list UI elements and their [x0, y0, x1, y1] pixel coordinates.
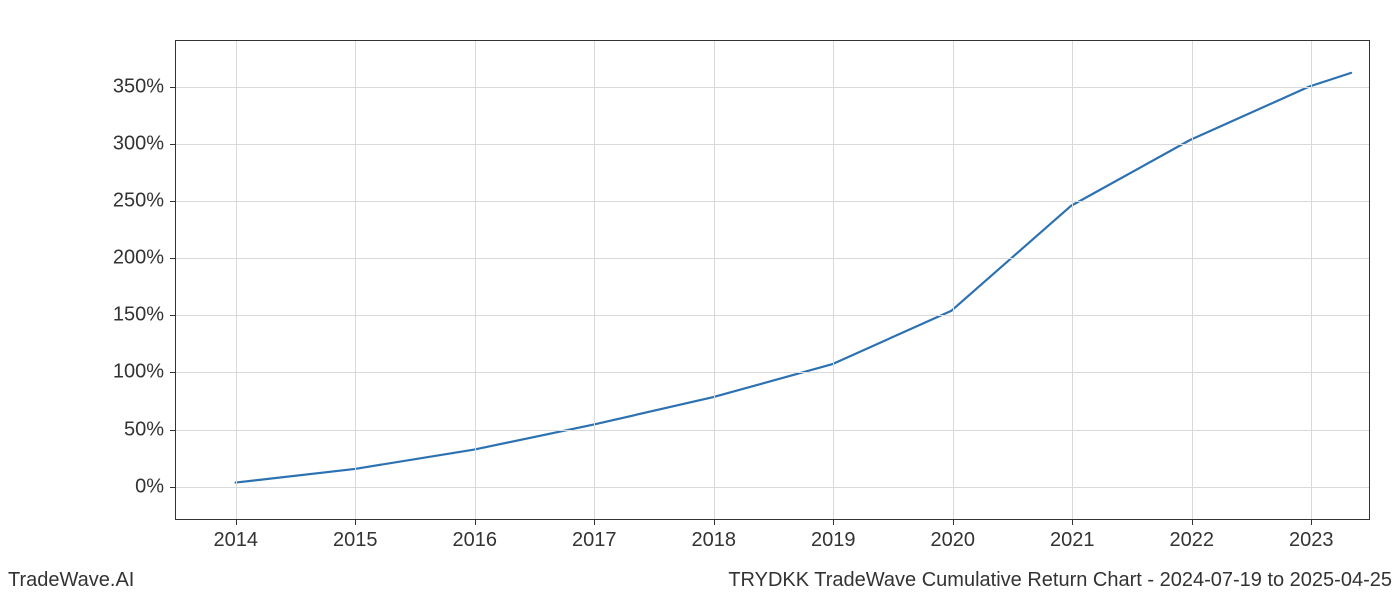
grid-line-vertical	[714, 41, 715, 519]
y-tick-label: 200%	[113, 247, 164, 270]
y-tick-mark	[170, 144, 176, 145]
grid-line-vertical	[1311, 41, 1312, 519]
x-tick-mark	[236, 519, 237, 525]
grid-line-vertical	[1072, 41, 1073, 519]
y-tick-mark	[170, 201, 176, 202]
grid-line-horizontal	[176, 201, 1369, 202]
plot-area: 2014201520162017201820192020202120222023…	[175, 40, 1370, 520]
x-tick-label: 2023	[1289, 529, 1334, 552]
x-tick-mark	[833, 519, 834, 525]
y-tick-mark	[170, 315, 176, 316]
grid-line-horizontal	[176, 315, 1369, 316]
grid-line-vertical	[236, 41, 237, 519]
footer-caption: TRYDKK TradeWave Cumulative Return Chart…	[728, 569, 1392, 592]
x-tick-label: 2018	[692, 529, 737, 552]
x-tick-mark	[475, 519, 476, 525]
grid-line-horizontal	[176, 372, 1369, 373]
x-tick-mark	[1311, 519, 1312, 525]
x-tick-mark	[594, 519, 595, 525]
y-tick-mark	[170, 87, 176, 88]
grid-line-horizontal	[176, 87, 1369, 88]
x-tick-label: 2015	[333, 529, 378, 552]
grid-line-horizontal	[176, 487, 1369, 488]
x-tick-mark	[1192, 519, 1193, 525]
y-tick-label: 0%	[135, 475, 164, 498]
x-tick-mark	[714, 519, 715, 525]
y-tick-label: 250%	[113, 190, 164, 213]
grid-line-vertical	[594, 41, 595, 519]
chart-container: 2014201520162017201820192020202120222023…	[175, 40, 1370, 520]
grid-line-horizontal	[176, 430, 1369, 431]
x-tick-label: 2021	[1050, 529, 1095, 552]
y-tick-mark	[170, 430, 176, 431]
x-tick-label: 2016	[453, 529, 498, 552]
x-tick-mark	[355, 519, 356, 525]
x-tick-label: 2019	[811, 529, 856, 552]
return-line	[236, 73, 1351, 483]
grid-line-horizontal	[176, 144, 1369, 145]
y-tick-label: 50%	[124, 418, 164, 441]
x-tick-mark	[1072, 519, 1073, 525]
x-tick-label: 2020	[931, 529, 976, 552]
grid-line-vertical	[475, 41, 476, 519]
y-tick-label: 150%	[113, 304, 164, 327]
grid-line-vertical	[833, 41, 834, 519]
y-tick-mark	[170, 372, 176, 373]
grid-line-vertical	[1192, 41, 1193, 519]
y-tick-label: 100%	[113, 361, 164, 384]
y-tick-label: 300%	[113, 132, 164, 155]
x-tick-label: 2022	[1170, 529, 1215, 552]
x-tick-label: 2017	[572, 529, 617, 552]
x-tick-mark	[953, 519, 954, 525]
y-tick-label: 350%	[113, 75, 164, 98]
grid-line-horizontal	[176, 258, 1369, 259]
y-tick-mark	[170, 487, 176, 488]
x-tick-label: 2014	[214, 529, 259, 552]
footer-brand: TradeWave.AI	[8, 569, 134, 592]
y-tick-mark	[170, 258, 176, 259]
grid-line-vertical	[355, 41, 356, 519]
grid-line-vertical	[953, 41, 954, 519]
